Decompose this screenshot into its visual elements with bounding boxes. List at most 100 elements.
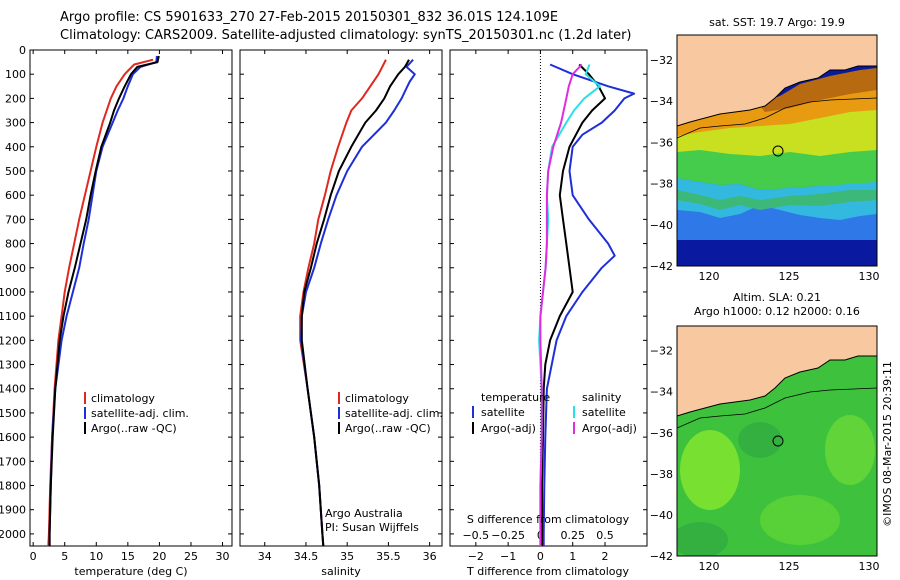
depth-tick-label: 1200 xyxy=(0,334,26,347)
axis-ticks: 0100200300400500600700800900100011001200… xyxy=(0,44,880,573)
depth-tick-label: 0 xyxy=(19,44,26,57)
legend-label-satellite: satellite-adj. clim. xyxy=(345,407,443,420)
s-difference-tick-label: −0.5 xyxy=(462,529,489,542)
temperature-x-tick-label: 20 xyxy=(152,550,166,563)
legend-label-temp-argo: Argo(-adj) xyxy=(481,422,536,435)
sla-map xyxy=(677,326,877,556)
map_sst-lat-tick-label: −34 xyxy=(650,95,673,108)
salinity-x-tick-label: 35.5 xyxy=(376,550,401,563)
legend-label-climatology: climatology xyxy=(345,392,409,405)
sla-coastline xyxy=(677,355,877,417)
sla-blob xyxy=(760,495,840,545)
depth-tick-label: 900 xyxy=(5,262,26,275)
depth-tick-label: 1600 xyxy=(0,431,26,444)
credit-note-argo-australia: Argo Australia xyxy=(325,507,403,520)
temperature-x-tick-label: 15 xyxy=(121,550,135,563)
map_sst-lat-tick-label: −36 xyxy=(650,136,673,149)
depth-tick-label: 1800 xyxy=(0,480,26,493)
sst-map xyxy=(677,35,877,266)
legend-label-sal-argo: Argo(-adj) xyxy=(582,422,637,435)
sst-depth-contour xyxy=(677,97,877,139)
temperature-panel-frame xyxy=(29,49,233,547)
sst-map-frame xyxy=(676,34,878,267)
difference-series-argo-adj- xyxy=(541,63,606,546)
temperature-x-tick-label: 25 xyxy=(184,550,198,563)
sla-blob xyxy=(825,415,875,485)
sst-band-darkorange xyxy=(760,68,877,112)
sla-map-title-1: Altim. SLA: 0.21 xyxy=(733,291,821,304)
depth-tick-label: 1300 xyxy=(0,359,26,372)
temperature-x-tick-label: 30 xyxy=(216,550,230,563)
map_sla-lon-tick-label: 130 xyxy=(859,560,880,573)
map_sla-lat-tick-label: −36 xyxy=(650,427,673,440)
map_sla-lat-tick-label: −38 xyxy=(650,468,673,481)
difference-x-tick-label: 1 xyxy=(569,550,576,563)
legend-label-argo: Argo(..raw -QC) xyxy=(91,422,177,435)
legend-label-satellite: satellite-adj. clim. xyxy=(91,407,189,420)
salinity-axis-label: salinity xyxy=(321,565,361,578)
depth-tick-label: 1700 xyxy=(0,455,26,468)
depth-tick-label: 300 xyxy=(5,117,26,130)
salinity-panel-frame xyxy=(239,49,443,547)
salinity-legend: climatology satellite-adj. clim. Argo(..… xyxy=(338,392,443,435)
sst-land xyxy=(677,35,877,126)
legend-label-temp-satellite: satellite xyxy=(481,406,525,419)
temperature-legend: climatology satellite-adj. clim. Argo(..… xyxy=(84,392,189,435)
difference-legend: temperature satellite Argo(-adj) salinit… xyxy=(472,391,637,435)
sst-band-yellow xyxy=(677,106,877,156)
depth-tick-label: 500 xyxy=(5,165,26,178)
s-difference-axis-label: S difference from climatology xyxy=(467,513,630,526)
sla-blob xyxy=(680,430,740,510)
difference-x-tick-label: −2 xyxy=(468,550,484,563)
map_sst-lon-tick-label: 120 xyxy=(699,270,720,283)
map_sst-lat-tick-label: −40 xyxy=(650,219,673,232)
depth-tick-label: 600 xyxy=(5,189,26,202)
map_sla-lon-tick-label: 120 xyxy=(699,560,720,573)
map_sst-lat-tick-label: −38 xyxy=(650,178,673,191)
sla-depth-contour xyxy=(677,387,877,429)
s-difference-tick-label: −0.25 xyxy=(491,529,525,542)
map_sla-lat-tick-label: −34 xyxy=(650,386,673,399)
depth-tick-label: 400 xyxy=(5,141,26,154)
temperature-x-tick-label: 5 xyxy=(61,550,68,563)
depth-tick-label: 200 xyxy=(5,92,26,105)
sst-coastline xyxy=(677,65,877,127)
depth-tick-label: 1900 xyxy=(0,504,26,517)
difference-x-tick-label: −1 xyxy=(500,550,516,563)
temperature-x-tick-label: 0 xyxy=(30,550,37,563)
difference-x-tick-label: 0 xyxy=(537,550,544,563)
depth-tick-label: 100 xyxy=(5,68,26,81)
sla-map-frame xyxy=(676,325,878,557)
map_sla-lat-tick-label: −32 xyxy=(650,345,673,358)
legend-label-sal-satellite: satellite xyxy=(582,406,626,419)
depth-tick-label: 1000 xyxy=(0,286,26,299)
depth-tick-label: 800 xyxy=(5,238,26,251)
sst-band-teal xyxy=(677,190,877,210)
sla-land xyxy=(677,326,877,416)
sst-float-marker xyxy=(772,145,784,157)
depth-tick-label: 1500 xyxy=(0,407,26,420)
salinity-x-tick-label: 36 xyxy=(423,550,437,563)
legend-label-climatology: climatology xyxy=(91,392,155,405)
depth-tick-label: 1400 xyxy=(0,383,26,396)
difference-panel-frame xyxy=(449,49,648,547)
legend-title-salinity: salinity xyxy=(582,391,622,404)
map_sst-lon-tick-label: 130 xyxy=(859,270,880,283)
legend-label-argo: Argo(..raw -QC) xyxy=(345,422,431,435)
sla-float-marker xyxy=(772,435,784,447)
temperature-series-argo-raw-qc- xyxy=(48,55,160,546)
salinity-x-tick-label: 34 xyxy=(258,550,272,563)
temperature-x-tick-label: 10 xyxy=(89,550,103,563)
map_sst-lat-tick-label: −42 xyxy=(650,260,673,273)
s-difference-tick-label: 0.25 xyxy=(560,529,585,542)
figure-title-line-1: Argo profile: CS 5901633_270 27-Feb-2015… xyxy=(60,10,559,25)
profile-lines xyxy=(47,55,636,547)
temperature-series-climatology xyxy=(47,58,154,547)
sst-map-title: sat. SST: 19.7 Argo: 19.9 xyxy=(709,16,845,29)
salinity-x-tick-label: 35 xyxy=(340,550,354,563)
sla-blob xyxy=(677,522,728,556)
map_sst-lat-tick-label: −32 xyxy=(650,54,673,67)
salinity-x-tick-label: 34.5 xyxy=(294,550,319,563)
sla-map-title-2: Argo h1000: 0.12 h2000: 0.16 xyxy=(694,305,860,318)
map_sst-lon-tick-label: 125 xyxy=(779,270,800,283)
